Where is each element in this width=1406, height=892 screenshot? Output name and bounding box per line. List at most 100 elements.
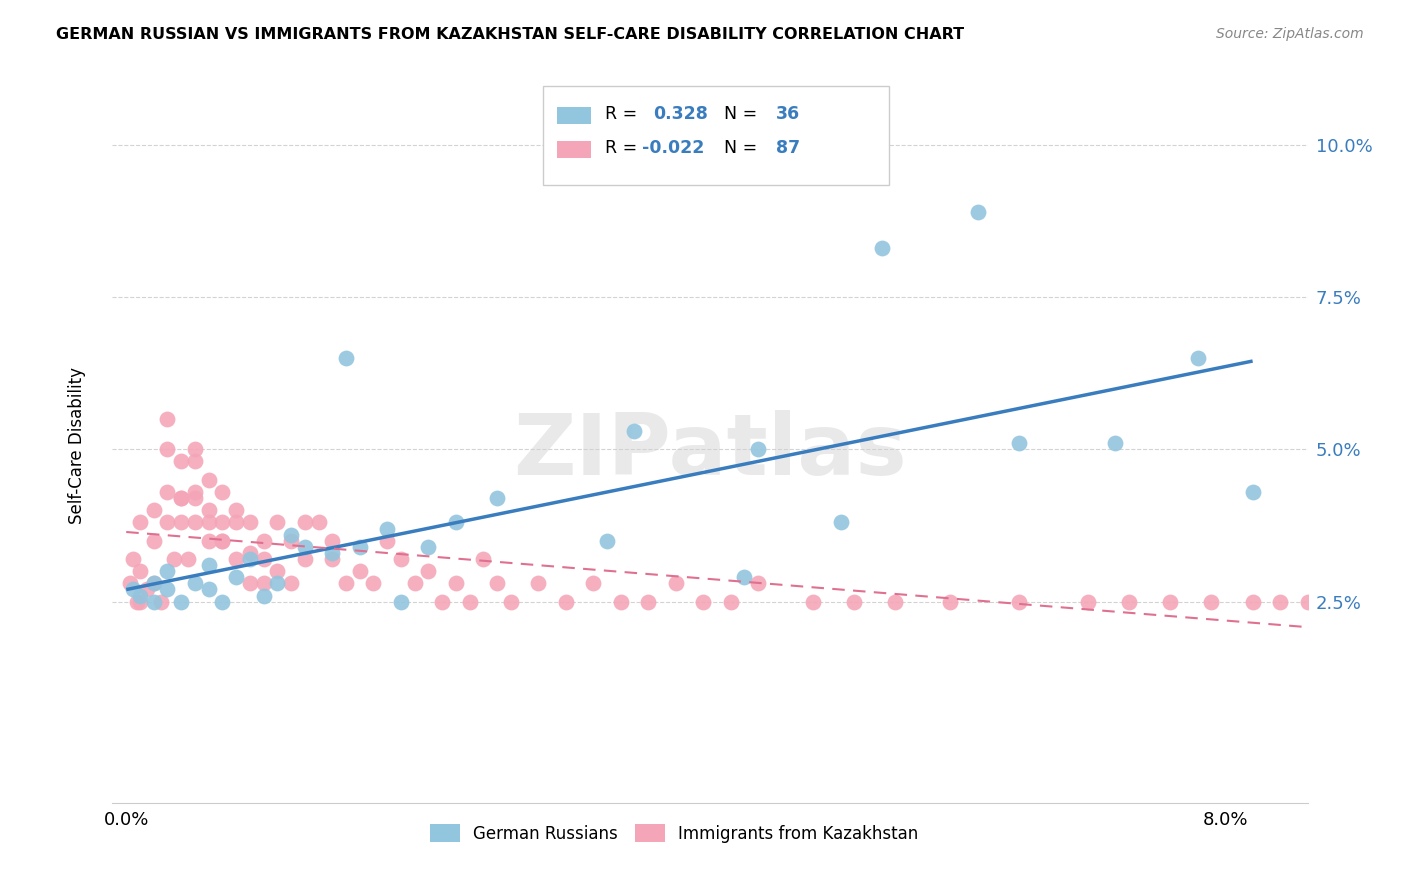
Point [294,540,316,554]
Point [280,527,302,541]
Text: Source: ZipAtlas.com: Source: ZipAtlas.com [1216,27,1364,41]
Point [142,533,165,548]
Point [486,491,509,505]
Point [349,540,371,554]
Point [142,503,165,517]
Point [321,546,343,560]
Point [129,564,152,578]
Point [967,204,990,219]
Point [637,594,659,608]
Point [444,576,467,591]
Point [184,516,207,530]
Point [308,516,330,530]
Point [582,576,605,591]
Point [389,594,412,608]
Point [197,503,219,517]
Point [142,576,165,591]
Point [1118,594,1140,608]
Point [197,473,219,487]
Point [156,442,179,457]
Text: 36: 36 [776,104,800,123]
Point [844,594,866,608]
FancyBboxPatch shape [543,86,889,185]
FancyBboxPatch shape [557,107,591,124]
Text: N =: N = [724,139,758,157]
Text: 87: 87 [776,139,800,157]
Point [335,351,357,365]
Point [142,594,165,608]
Point [156,564,179,578]
Text: 0.328: 0.328 [652,104,707,123]
Point [163,552,186,566]
Point [266,576,288,591]
Point [1008,594,1031,608]
Point [321,552,343,566]
Point [375,521,398,535]
Point [211,516,233,530]
Point [129,589,152,603]
Point [142,576,165,591]
Point [177,552,200,566]
Text: N =: N = [724,104,758,123]
Point [225,503,247,517]
Point [430,594,453,608]
Point [349,564,371,578]
Point [135,582,157,597]
Point [184,442,207,457]
Point [389,552,412,566]
Point [252,533,274,548]
Point [870,241,893,255]
Point [554,594,576,608]
Point [156,485,179,500]
Point [122,582,145,597]
Point [418,540,440,554]
Point [692,594,714,608]
Point [252,589,274,603]
Point [197,582,219,597]
Point [527,576,550,591]
Point [225,552,247,566]
Point [418,564,440,578]
Point [665,576,688,591]
Point [156,412,179,426]
Point [404,576,426,591]
Point [239,576,262,591]
Point [623,424,645,438]
Point [939,594,962,608]
Point [184,454,207,468]
Point [170,491,193,505]
Point [720,594,742,608]
Point [1296,594,1319,608]
Point [197,516,219,530]
Point [156,516,179,530]
Point [1008,436,1031,450]
Point [156,582,179,597]
Point [211,485,233,500]
Point [127,594,149,608]
Point [499,594,522,608]
Point [197,558,219,573]
Point [1159,594,1181,608]
Point [184,485,207,500]
Point [1241,485,1264,500]
Text: -0.022: -0.022 [643,139,704,157]
Point [747,576,769,591]
Point [458,594,481,608]
Point [801,594,824,608]
Point [239,552,262,566]
Point [884,594,907,608]
Point [170,454,193,468]
Point [225,516,247,530]
Point [129,516,152,530]
Point [596,533,619,548]
Point [294,552,316,566]
Text: GERMAN RUSSIAN VS IMMIGRANTS FROM KAZAKHSTAN SELF-CARE DISABILITY CORRELATION CH: GERMAN RUSSIAN VS IMMIGRANTS FROM KAZAKH… [56,27,965,42]
Point [472,552,495,566]
Point [486,576,509,591]
Point [733,570,755,584]
Point [375,533,398,548]
Point [170,594,193,608]
Point [1187,351,1209,365]
Point [239,516,262,530]
Point [294,516,316,530]
